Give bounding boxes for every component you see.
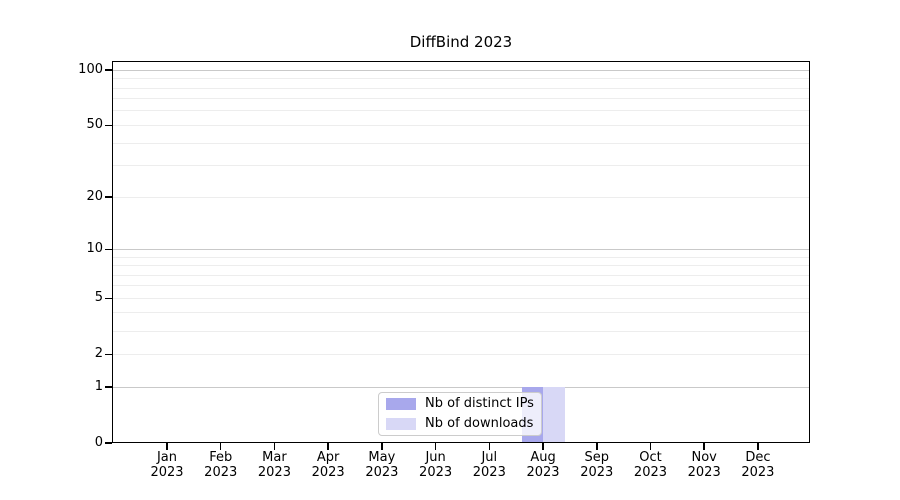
- x-tick-month: Nov: [691, 450, 717, 465]
- y-tick-label: 10: [86, 241, 103, 257]
- x-tick-year: 2023: [365, 465, 399, 480]
- x-tick-mark: [381, 443, 383, 450]
- x-tick-month: Feb: [209, 450, 233, 465]
- x-tick-month: Jan: [156, 450, 178, 465]
- x-tick-month: Mar: [262, 450, 287, 465]
- y-tick-mark: [105, 196, 112, 198]
- x-tick-label: Jan 2023: [139, 450, 195, 480]
- x-tick-month: Dec: [745, 450, 771, 465]
- x-tick-mark: [434, 443, 437, 450]
- legend-swatch-downloads: [386, 418, 416, 430]
- x-tick-label: Jun 2023: [408, 450, 464, 480]
- y-tick-label: 50: [86, 117, 103, 133]
- x-tick-month: Sep: [584, 450, 609, 465]
- x-tick-month: Jun: [425, 450, 446, 465]
- y-tick-label: 20: [86, 189, 103, 205]
- x-tick-label: Jul 2023: [461, 450, 517, 480]
- y-tick-label: 0: [94, 435, 103, 450]
- x-tick-label: Oct 2023: [622, 450, 678, 480]
- x-tick-year: 2023: [150, 465, 184, 480]
- x-tick-label: Apr 2023: [300, 450, 356, 480]
- x-tick-label: May 2023: [354, 450, 410, 480]
- y-tick-label: 5: [94, 290, 103, 306]
- x-tick-label: Dec 2023: [730, 450, 786, 480]
- x-tick-year: 2023: [472, 465, 506, 480]
- x-tick-mark: [273, 443, 276, 450]
- x-tick-label: Mar 2023: [246, 450, 302, 480]
- y-tick-mark: [105, 442, 112, 444]
- y-tick-mark: [105, 248, 112, 251]
- x-tick-year: 2023: [580, 465, 614, 480]
- x-tick-mark: [327, 443, 329, 450]
- x-tick-year: 2023: [687, 465, 721, 480]
- x-tick-month: May: [368, 450, 396, 465]
- x-tick-month: Aug: [530, 450, 556, 465]
- plot-frame: [112, 61, 810, 443]
- x-tick-year: 2023: [311, 465, 345, 480]
- x-tick-label: Aug 2023: [515, 450, 571, 480]
- y-tick-label: 1: [94, 379, 103, 394]
- x-tick-mark: [542, 443, 544, 450]
- x-tick-mark: [703, 443, 705, 450]
- x-tick-mark: [488, 443, 491, 450]
- x-tick-label: Nov 2023: [676, 450, 732, 480]
- x-tick-year: 2023: [257, 465, 291, 480]
- legend-label-downloads: Nb of downloads: [425, 416, 534, 431]
- y-tick-mark: [105, 353, 112, 355]
- x-tick-year: 2023: [741, 465, 775, 480]
- legend-label-distinct-ips: Nb of distinct IPs: [425, 396, 534, 411]
- y-tick-mark: [105, 297, 112, 299]
- x-tick-label: Sep 2023: [569, 450, 625, 480]
- x-tick-year: 2023: [204, 465, 238, 480]
- x-tick-label: Feb 2023: [193, 450, 249, 480]
- x-tick-month: Apr: [316, 450, 340, 465]
- legend-item-downloads: Nb of downloads: [386, 417, 533, 431]
- x-tick-mark: [649, 443, 652, 450]
- x-tick-mark: [757, 443, 759, 450]
- y-tick-label: 100: [78, 62, 103, 78]
- x-tick-mark: [219, 443, 222, 450]
- x-tick-mark: [596, 443, 598, 450]
- legend-item-distinct-ips: Nb of distinct IPs: [386, 396, 534, 411]
- y-tick-label: 2: [94, 346, 103, 362]
- x-tick-mark: [166, 443, 168, 450]
- chart-title: DiffBind 2023: [409, 33, 513, 51]
- legend: Nb of distinct IPs Nb of downloads: [378, 392, 542, 436]
- x-tick-year: 2023: [526, 465, 560, 480]
- legend-swatch-distinct-ips: [386, 398, 416, 410]
- x-tick-month: Oct: [639, 450, 662, 465]
- x-tick-year: 2023: [419, 465, 453, 480]
- y-tick-mark: [105, 124, 112, 127]
- y-tick-mark: [105, 386, 112, 388]
- x-tick-year: 2023: [633, 465, 668, 480]
- y-tick-mark: [105, 69, 112, 71]
- x-tick-month: Jul: [481, 450, 498, 465]
